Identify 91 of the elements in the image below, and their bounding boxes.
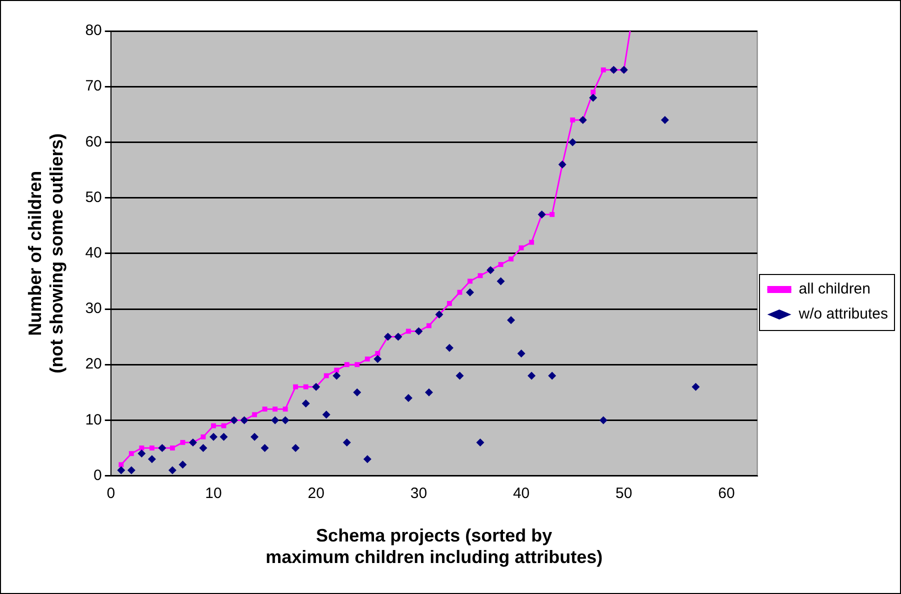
point: [507, 316, 516, 324]
point: [550, 212, 555, 217]
point: [529, 240, 534, 245]
point: [570, 117, 576, 122]
point: [260, 444, 269, 452]
point: [324, 373, 329, 378]
x-tick-label: 10: [205, 484, 222, 502]
point: [496, 277, 505, 286]
point: [211, 423, 216, 428]
point: [456, 372, 464, 380]
x-tick-label: 30: [410, 484, 428, 502]
point: [518, 245, 524, 250]
point: [600, 67, 606, 72]
point: [375, 351, 380, 356]
point: [498, 262, 504, 267]
point: [180, 440, 186, 445]
point: [426, 323, 432, 328]
point: [170, 446, 175, 450]
point: [303, 384, 308, 390]
point: [292, 444, 300, 452]
y-tick-label: 70: [85, 78, 102, 95]
point: [117, 466, 126, 474]
point: [282, 406, 288, 412]
y-tick-label: 0: [94, 466, 102, 484]
y-tick-label: 60: [85, 133, 102, 150]
point: [457, 290, 462, 295]
point: [466, 288, 474, 296]
point: [478, 273, 483, 278]
legend-label: w/o attributes: [798, 306, 888, 323]
point: [168, 466, 176, 474]
point: [508, 256, 514, 262]
point: [445, 344, 454, 352]
point: [128, 451, 134, 456]
point: [344, 362, 350, 368]
point: [424, 388, 433, 396]
point: [517, 349, 526, 358]
point: [302, 400, 310, 408]
point: [548, 372, 556, 380]
point: [149, 446, 154, 450]
point: [118, 462, 124, 468]
point: [406, 328, 411, 334]
point: [199, 444, 208, 452]
point: [374, 355, 382, 364]
point: [332, 372, 341, 380]
x-tick-label: 60: [718, 484, 735, 502]
y-axis-title: Number of children (not showing some outliers): [24, 133, 66, 374]
point: [363, 455, 372, 464]
point: [139, 446, 144, 450]
point: [476, 438, 484, 446]
y-tick-label: 50: [85, 188, 102, 206]
x-tick-label: 20: [308, 484, 324, 502]
y-tick-label: 40: [85, 244, 102, 262]
point: [148, 455, 156, 464]
point: [447, 300, 452, 306]
point: [178, 460, 187, 469]
point: [272, 406, 278, 412]
point: [281, 416, 290, 424]
y-tick-label: 80: [85, 22, 102, 40]
point: [528, 372, 536, 380]
point: [209, 432, 218, 441]
y-tick-label: 30: [85, 300, 102, 318]
point: [589, 94, 598, 102]
point: [353, 388, 362, 396]
point: [271, 416, 280, 424]
x-tick-label: 40: [512, 484, 530, 502]
point: [334, 368, 340, 373]
point: [660, 116, 669, 124]
point: [692, 382, 700, 391]
point: [293, 384, 298, 390]
point: [342, 438, 351, 446]
point: [322, 410, 330, 419]
point: [404, 394, 412, 402]
point: [127, 466, 136, 474]
x-tick-label: 50: [616, 484, 632, 502]
point: [468, 278, 472, 284]
point: [262, 406, 268, 412]
point: [354, 362, 360, 368]
point: [138, 450, 146, 458]
y-tick-label: 20: [85, 356, 102, 373]
point: [250, 432, 259, 441]
point: [220, 432, 228, 441]
point: [590, 90, 596, 95]
point: [200, 434, 206, 440]
point: [568, 138, 577, 146]
point: [364, 356, 370, 362]
point: [599, 416, 608, 424]
x-tick-label: 0: [106, 484, 116, 502]
x-axis-title: Schema projects (sorted by maximum children including attributes): [266, 526, 603, 568]
legend-label: all children: [798, 280, 871, 298]
y-tick-label: 10: [85, 411, 102, 428]
point: [252, 412, 258, 418]
